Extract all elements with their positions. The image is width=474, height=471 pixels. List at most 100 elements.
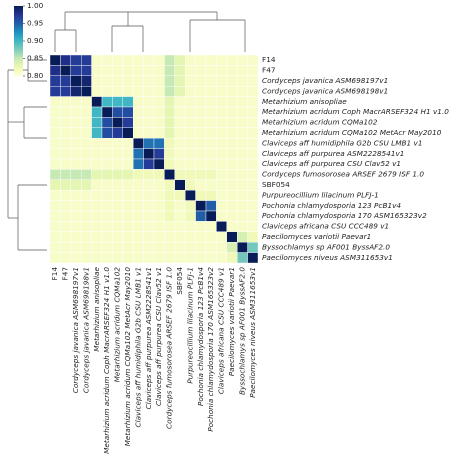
heatmap-cell bbox=[153, 148, 165, 160]
heatmap-cell bbox=[153, 85, 165, 97]
heatmap-cell bbox=[184, 85, 196, 97]
heatmap-cell bbox=[143, 148, 155, 160]
heatmap-cell bbox=[184, 221, 196, 232]
heatmap-cell bbox=[226, 179, 238, 191]
heatmap-cell bbox=[143, 210, 155, 222]
heatmap-cell bbox=[132, 231, 144, 243]
row-label: Metarhizium acridum CQMa102 bbox=[262, 118, 378, 127]
heatmap-cell bbox=[247, 96, 259, 108]
heatmap-cell bbox=[132, 252, 144, 264]
heatmap-cell bbox=[247, 117, 259, 129]
heatmap-cell bbox=[174, 221, 186, 232]
heatmap-cell bbox=[112, 210, 124, 222]
column-label: Metarhizium anisopliae bbox=[92, 266, 101, 351]
heatmap-cell bbox=[184, 158, 196, 170]
heatmap-cell bbox=[247, 54, 259, 66]
column-label: Claviceps aff humidiphila G2b CSU LMB1 v… bbox=[133, 267, 142, 427]
heatmap-cell bbox=[184, 65, 196, 77]
heatmap-cell bbox=[49, 106, 61, 118]
heatmap-cell bbox=[164, 252, 175, 264]
heatmap-cell bbox=[174, 127, 186, 139]
heatmap-cell bbox=[60, 106, 72, 118]
heatmap-cell bbox=[195, 169, 207, 180]
heatmap-cell bbox=[49, 65, 61, 77]
heatmap-cell bbox=[226, 241, 238, 253]
heatmap-cell bbox=[91, 221, 103, 232]
heatmap-cell bbox=[247, 200, 259, 212]
heatmap-cell bbox=[226, 96, 238, 108]
heatmap-cell bbox=[226, 148, 238, 160]
heatmap-cell bbox=[132, 54, 144, 66]
heatmap-cell bbox=[122, 127, 134, 139]
heatmap-cell bbox=[153, 158, 165, 170]
heatmap-cell bbox=[184, 106, 196, 118]
heatmap-cell bbox=[247, 85, 259, 97]
heatmap-cell bbox=[132, 210, 144, 222]
heatmap-cell bbox=[174, 179, 186, 191]
heatmap-cell bbox=[174, 148, 186, 160]
heatmap-cell bbox=[205, 231, 217, 243]
heatmap-cell bbox=[91, 106, 103, 118]
row-label: Claviceps africana CSU CCC489 v1 bbox=[262, 222, 389, 231]
heatmap-cell bbox=[164, 117, 175, 129]
heatmap-cell bbox=[49, 96, 61, 108]
heatmap-cell bbox=[153, 75, 165, 87]
heatmap-cell bbox=[195, 54, 207, 66]
heatmap-cell bbox=[112, 106, 124, 118]
row-label: Claviceps aff humidiphila G2b CSU LMB1 v… bbox=[262, 138, 422, 147]
heatmap-cell bbox=[132, 189, 144, 201]
heatmap-cell bbox=[132, 200, 144, 212]
heatmap-cell bbox=[205, 96, 217, 108]
row-label: Paecilomyces niveus ASM311653v1 bbox=[262, 253, 393, 262]
heatmap-cell bbox=[70, 65, 82, 77]
row-label: Purpureocillium lilacinum PLFJ-1 bbox=[262, 190, 379, 199]
heatmap-cell bbox=[164, 231, 175, 243]
heatmap-cell bbox=[70, 252, 82, 264]
heatmap-cell bbox=[164, 137, 175, 149]
heatmap-cell bbox=[247, 231, 259, 243]
heatmap-cell bbox=[60, 127, 72, 139]
heatmap-cell bbox=[247, 75, 259, 87]
heatmap-cell bbox=[101, 75, 113, 87]
heatmap-cell bbox=[164, 148, 175, 160]
heatmap-cell bbox=[112, 189, 124, 201]
heatmap-cell bbox=[226, 75, 238, 87]
column-label: Byssochlamys sp AF001 ByssAF2.0 bbox=[237, 267, 246, 395]
heatmap-cell bbox=[143, 65, 155, 77]
heatmap-cell bbox=[101, 210, 113, 222]
heatmap-cell bbox=[236, 221, 248, 232]
heatmap-cell bbox=[91, 169, 103, 180]
heatmap-cell bbox=[205, 158, 217, 170]
heatmap-cell bbox=[112, 241, 124, 253]
heatmap-cell bbox=[112, 200, 124, 212]
heatmap-cell bbox=[60, 75, 72, 87]
heatmap-cell bbox=[91, 85, 103, 97]
heatmap-cell bbox=[153, 252, 165, 264]
heatmap-cell bbox=[60, 179, 72, 191]
heatmap-cell bbox=[112, 252, 124, 264]
heatmap-cell bbox=[60, 96, 72, 108]
heatmap-cell bbox=[70, 127, 82, 139]
heatmap-cell bbox=[216, 241, 227, 253]
column-label: Metarhizium acridum Coph MacrARSEF324 H1… bbox=[102, 267, 111, 454]
heatmap-cell bbox=[49, 158, 61, 170]
heatmap-cell bbox=[101, 169, 113, 180]
heatmap-cell bbox=[112, 54, 124, 66]
heatmap-cell bbox=[174, 200, 186, 212]
column-label: Cordyceps javanica ASM698198v1 bbox=[81, 267, 90, 393]
heatmap-cell bbox=[49, 148, 61, 160]
heatmap-cell bbox=[80, 106, 92, 118]
heatmap-cell bbox=[60, 54, 72, 66]
heatmap-cell bbox=[236, 85, 248, 97]
heatmap-cell bbox=[205, 54, 217, 66]
heatmap-cell bbox=[101, 96, 113, 108]
heatmap-cell bbox=[91, 117, 103, 129]
heatmap-cell bbox=[101, 54, 113, 66]
heatmap-cell bbox=[80, 65, 92, 77]
heatmap-cell bbox=[247, 252, 259, 264]
heatmap-cell bbox=[132, 75, 144, 87]
heatmap-cell bbox=[205, 127, 217, 139]
heatmap-cell bbox=[143, 241, 155, 253]
heatmap-cell bbox=[49, 252, 61, 264]
heatmap-cell bbox=[132, 106, 144, 118]
